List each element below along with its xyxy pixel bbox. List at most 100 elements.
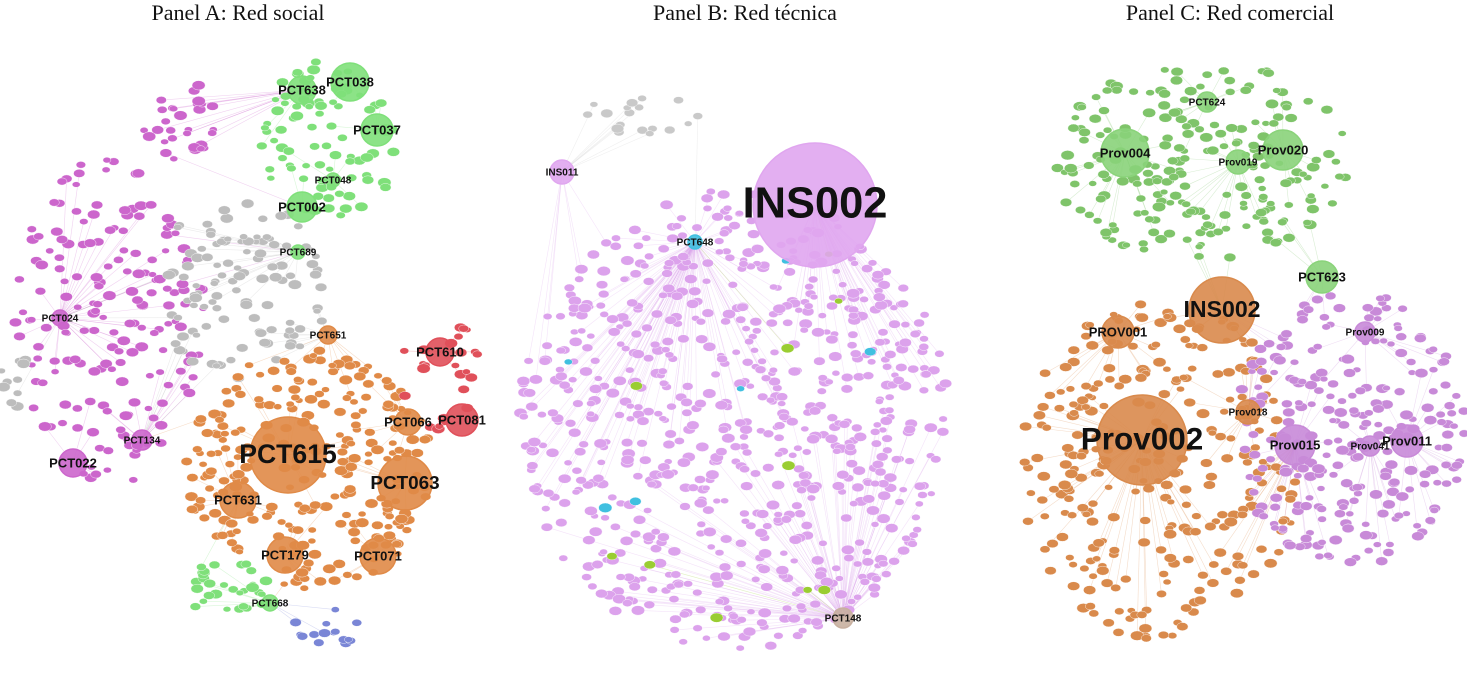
node xyxy=(692,624,703,632)
node xyxy=(1208,429,1217,437)
node xyxy=(278,357,290,366)
node xyxy=(596,459,606,466)
hub-node xyxy=(549,159,575,185)
node xyxy=(287,384,301,395)
node xyxy=(678,638,688,646)
node xyxy=(555,312,566,320)
node xyxy=(186,505,199,514)
node-label: INS002 xyxy=(1183,296,1260,322)
node xyxy=(1451,392,1461,400)
node xyxy=(79,327,90,335)
node xyxy=(1248,488,1260,496)
edge xyxy=(694,241,723,360)
node xyxy=(1087,499,1099,508)
node xyxy=(1158,112,1173,123)
node xyxy=(523,388,536,398)
node xyxy=(809,599,821,609)
node xyxy=(329,150,342,160)
node xyxy=(771,480,785,490)
node xyxy=(1255,357,1268,366)
node xyxy=(1247,368,1257,375)
node xyxy=(600,108,614,119)
node xyxy=(328,98,338,106)
node xyxy=(1394,348,1408,358)
node xyxy=(1451,476,1462,484)
node xyxy=(1266,200,1276,207)
node xyxy=(831,564,841,572)
node xyxy=(723,604,733,612)
node xyxy=(918,343,929,351)
node xyxy=(60,278,70,285)
edge xyxy=(1364,331,1443,363)
node xyxy=(1157,631,1170,640)
node xyxy=(609,242,622,251)
node xyxy=(907,540,918,548)
node xyxy=(811,327,825,338)
node xyxy=(245,582,260,593)
node xyxy=(1057,480,1072,490)
hub-node xyxy=(219,481,257,519)
node xyxy=(677,334,690,344)
node xyxy=(144,405,153,412)
node-label: Prov041 xyxy=(1351,442,1390,453)
node xyxy=(688,286,702,296)
node-label: PCT002 xyxy=(278,199,326,214)
node xyxy=(342,571,353,579)
node xyxy=(201,322,212,331)
node xyxy=(636,416,650,426)
node xyxy=(1429,506,1439,514)
node xyxy=(1180,603,1193,613)
node xyxy=(586,333,596,340)
node xyxy=(261,300,274,310)
node xyxy=(332,559,346,569)
node xyxy=(1080,382,1092,390)
node xyxy=(662,283,676,293)
edge xyxy=(615,237,696,243)
node xyxy=(1120,575,1132,584)
node xyxy=(190,584,204,594)
node xyxy=(1182,555,1195,564)
node xyxy=(659,199,674,210)
node xyxy=(582,110,593,119)
node xyxy=(219,581,229,589)
node xyxy=(296,632,309,641)
node xyxy=(307,537,317,545)
node xyxy=(154,438,167,448)
edge xyxy=(532,241,696,466)
node xyxy=(220,444,231,453)
node xyxy=(234,390,247,399)
node xyxy=(650,544,662,553)
node xyxy=(673,96,684,104)
node xyxy=(344,462,358,472)
node xyxy=(826,413,838,422)
node xyxy=(1248,450,1261,460)
node xyxy=(303,558,315,568)
node xyxy=(131,295,144,305)
node xyxy=(861,548,872,556)
node xyxy=(1061,443,1075,453)
node xyxy=(590,357,601,365)
node xyxy=(629,269,642,279)
node xyxy=(191,96,206,107)
node xyxy=(742,358,754,367)
node xyxy=(128,397,141,408)
node xyxy=(526,461,539,470)
node xyxy=(806,483,821,494)
node xyxy=(1255,545,1268,554)
node xyxy=(79,218,89,225)
node xyxy=(125,347,139,357)
node xyxy=(643,560,656,570)
node xyxy=(156,106,168,114)
node xyxy=(299,584,309,592)
edge xyxy=(842,431,876,619)
node xyxy=(1259,373,1273,384)
node xyxy=(285,367,297,376)
edge xyxy=(842,424,878,619)
node xyxy=(758,548,772,559)
node xyxy=(677,457,691,468)
edge xyxy=(694,241,785,418)
node xyxy=(1222,191,1232,199)
node xyxy=(835,575,844,582)
node xyxy=(773,433,785,442)
node xyxy=(1081,403,1091,411)
